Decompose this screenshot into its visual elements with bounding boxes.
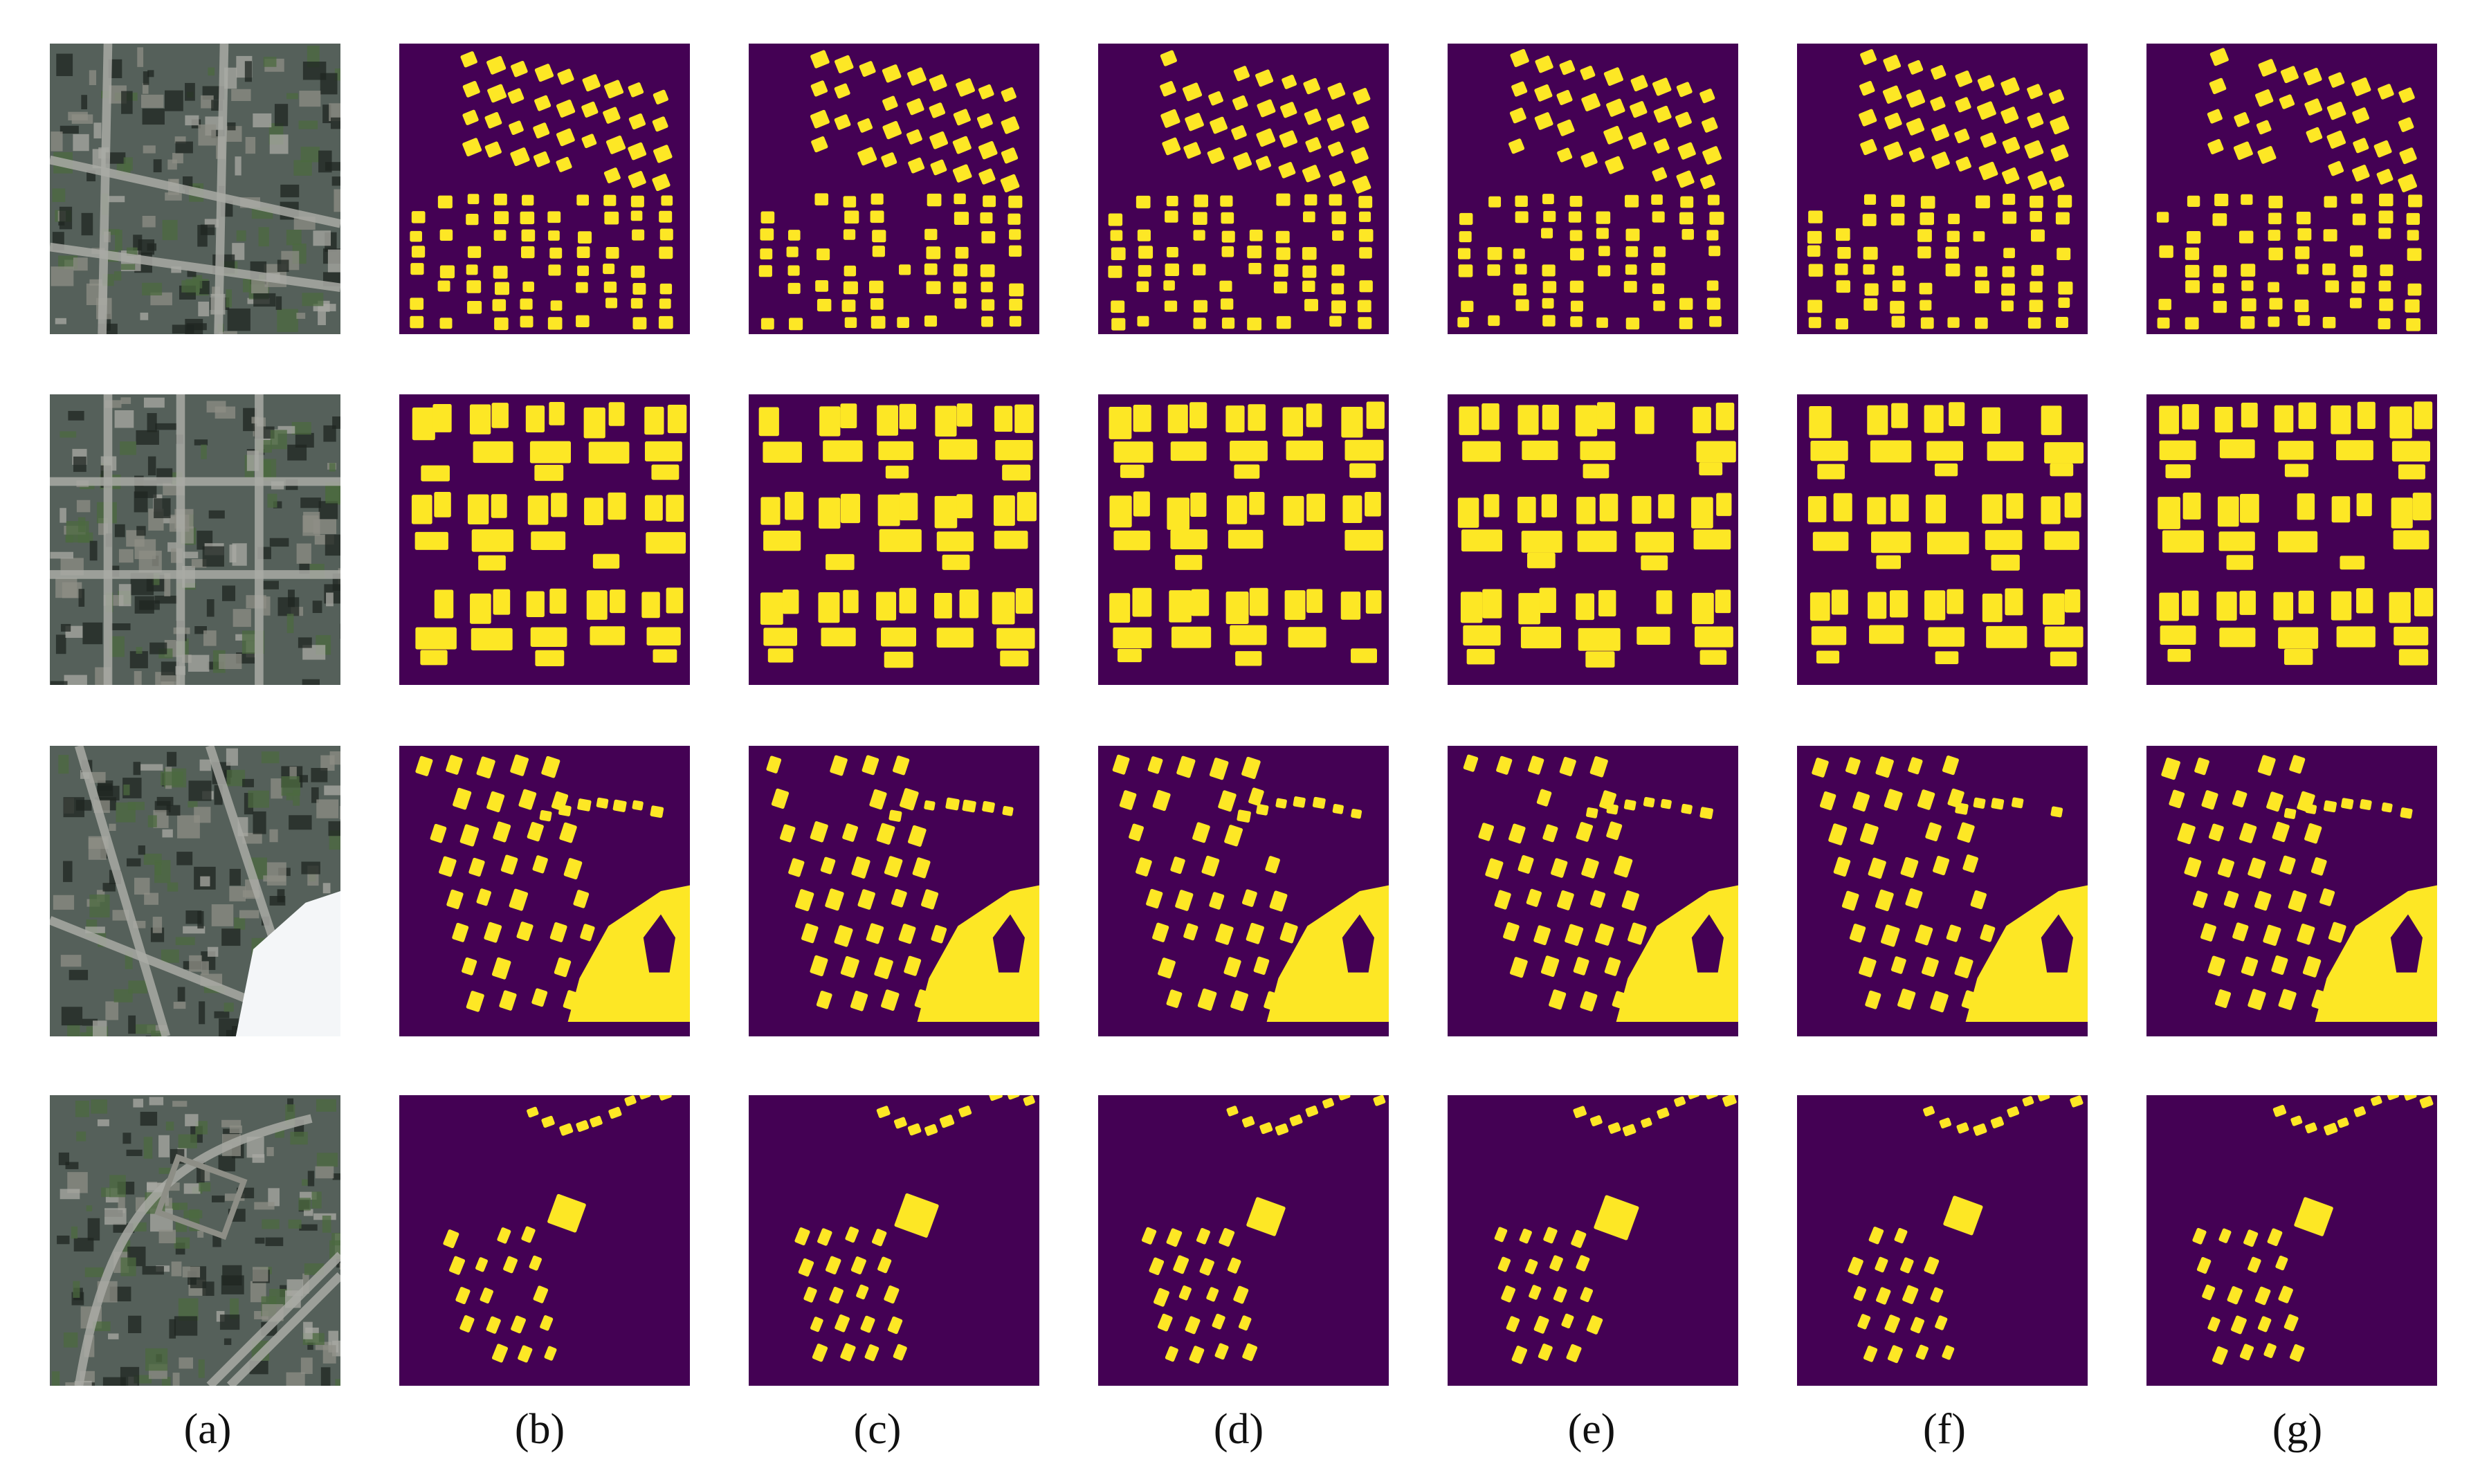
- segmentation-mask-row-3-col-5: [1448, 746, 1738, 1036]
- segmentation-mask-row-4-col-6: [1797, 1095, 2088, 1386]
- segmentation-mask-row-1-col-4: [1098, 44, 1389, 334]
- segmentation-mask-row-2-col-7: [2146, 394, 2437, 685]
- column-label: (a): [183, 1406, 232, 1453]
- column-label: (c): [853, 1406, 902, 1453]
- segmentation-mask-row-4-col-7: [2146, 1095, 2437, 1386]
- segmentation-mask-row-2-col-4: [1098, 394, 1389, 685]
- column-label: (g): [2272, 1406, 2323, 1453]
- segmentation-mask-row-2-col-2: [399, 394, 690, 685]
- segmentation-mask-row-1-col-7: [2146, 44, 2437, 334]
- column-label: (b): [514, 1406, 565, 1453]
- segmentation-mask-row-3-col-2: [399, 746, 690, 1036]
- column-label: (f): [1923, 1406, 1966, 1453]
- aerial-image-row-1: [50, 44, 340, 334]
- segmentation-mask-row-2-col-3: [749, 394, 1039, 685]
- segmentation-mask-row-3-col-4: [1098, 746, 1389, 1036]
- column-label: (d): [1213, 1406, 1264, 1453]
- segmentation-mask-row-4-col-3: [749, 1095, 1039, 1386]
- segmentation-mask-row-2-col-6: [1797, 394, 2088, 685]
- segmentation-mask-row-3-col-3: [749, 746, 1039, 1036]
- segmentation-mask-row-4-col-5: [1448, 1095, 1738, 1386]
- segmentation-mask-row-4-col-4: [1098, 1095, 1389, 1386]
- segmentation-mask-row-2-col-5: [1448, 394, 1738, 685]
- aerial-image-row-2: [50, 394, 340, 685]
- segmentation-mask-row-1-col-2: [399, 44, 690, 334]
- segmentation-mask-row-4-col-2: [399, 1095, 690, 1386]
- column-label: (e): [1567, 1406, 1616, 1453]
- aerial-image-row-4: [50, 1095, 340, 1386]
- segmentation-mask-row-3-col-7: [2146, 746, 2437, 1036]
- segmentation-mask-row-1-col-6: [1797, 44, 2088, 334]
- aerial-image-row-3: [50, 746, 340, 1036]
- segmentation-mask-row-1-col-5: [1448, 44, 1738, 334]
- segmentation-mask-row-3-col-6: [1797, 746, 2088, 1036]
- segmentation-mask-row-1-col-3: [749, 44, 1039, 334]
